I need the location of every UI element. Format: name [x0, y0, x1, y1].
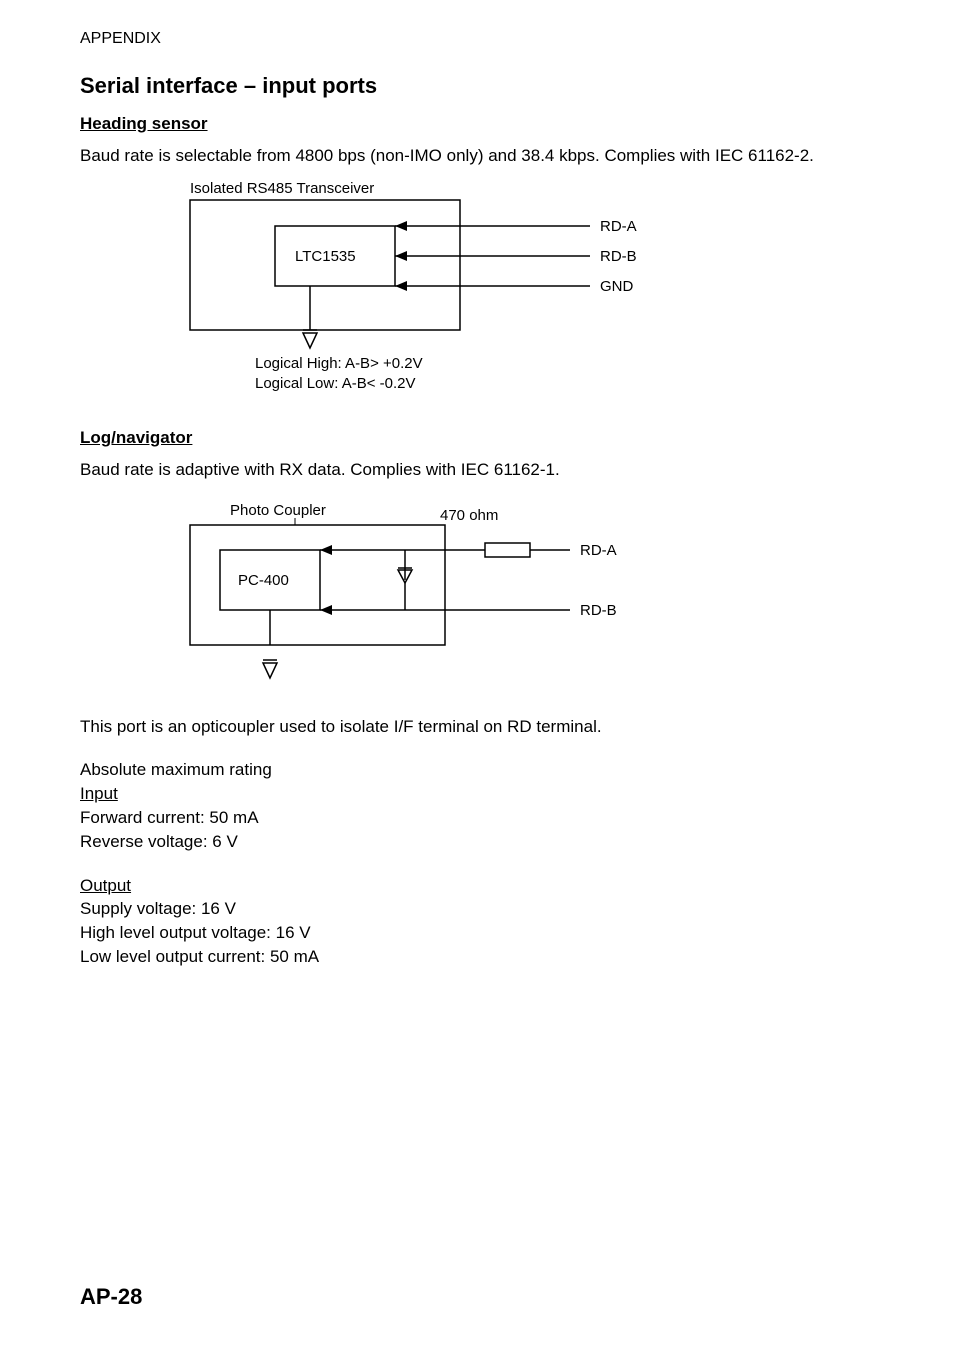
diag1-pin-gnd: GND [600, 278, 634, 295]
main-title: Serial interface – input ports [80, 73, 874, 99]
diagram-log-navigator: Photo Coupler PC-400 470 ohm RD-A [160, 500, 874, 690]
diag1-top-label: Isolated RS485 Transceiver [190, 180, 374, 197]
log-navigator-title: Log/navigator [80, 428, 874, 448]
diag1-arrow-rdb [395, 251, 407, 261]
output-high-voltage: High level output voltage: 16 V [80, 921, 874, 945]
diagram-2-svg: Photo Coupler PC-400 470 ohm RD-A [160, 500, 680, 685]
diag2-top-label: Photo Coupler [230, 502, 326, 519]
output-low-current: Low level output current: 50 mA [80, 945, 874, 969]
diag2-down-arrow [263, 663, 277, 678]
input-forward-current: Forward current: 50 mA [80, 806, 874, 830]
diag1-note2: Logical Low: A-B< -0.2V [255, 375, 416, 392]
log-navigator-intro: Baud rate is adaptive with RX data. Comp… [80, 458, 874, 482]
input-reverse-voltage: Reverse voltage: 6 V [80, 830, 874, 854]
diagram-1-svg: Isolated RS485 Transceiver LTC1535 RD-A … [160, 178, 680, 398]
diag2-res-label: 470 ohm [440, 507, 498, 524]
heading-sensor-intro: Baud rate is selectable from 4800 bps (n… [80, 144, 874, 168]
diag1-block-label: LTC1535 [295, 248, 356, 265]
opticoupler-note: This port is an opticoupler used to isol… [80, 715, 874, 739]
diag1-pin-rda: RD-A [600, 218, 637, 235]
diag2-pin-rda: RD-A [580, 542, 617, 559]
input-label: Input [80, 782, 874, 806]
diag2-pin-rdb: RD-B [580, 602, 617, 619]
abs-max-label: Absolute maximum rating [80, 758, 874, 782]
page: APPENDIX Serial interface – input ports … [0, 0, 954, 1350]
diag2-resistor [485, 543, 530, 557]
diag2-box [190, 525, 445, 645]
diag1-box [190, 200, 460, 330]
diag1-pin-rdb: RD-B [600, 248, 637, 265]
diag2-arrow-rda [320, 545, 332, 555]
heading-sensor-title: Heading sensor [80, 114, 874, 134]
output-label: Output [80, 874, 874, 898]
diag2-block-label: PC-400 [238, 572, 289, 589]
diag1-note1: Logical High: A-B> +0.2V [255, 355, 423, 372]
diag1-arrow-gnd [395, 281, 407, 291]
diag1-down-arrow [303, 333, 317, 348]
diagram-heading-sensor: Isolated RS485 Transceiver LTC1535 RD-A … [160, 178, 874, 403]
diag1-arrow-rda [395, 221, 407, 231]
page-number: AP-28 [80, 1284, 142, 1310]
diag2-arrow-rdb [320, 605, 332, 615]
header-section: APPENDIX [80, 30, 874, 48]
output-supply-voltage: Supply voltage: 16 V [80, 897, 874, 921]
